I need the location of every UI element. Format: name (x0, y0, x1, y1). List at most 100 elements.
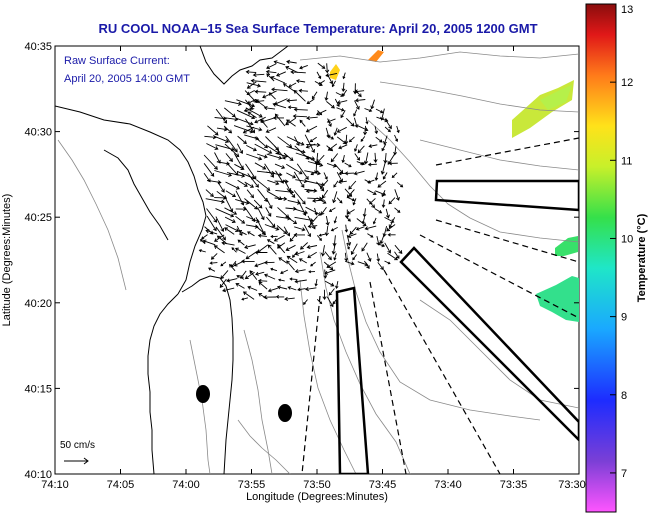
current-vector (236, 143, 244, 155)
current-vector-field (198, 59, 404, 308)
current-vector (314, 207, 318, 216)
scale-arrow (64, 457, 89, 465)
current-vector (376, 253, 381, 263)
current-vector (367, 189, 377, 196)
current-vector (214, 195, 227, 200)
current-vector (333, 253, 337, 261)
current-vector (344, 134, 349, 145)
current-vector (225, 181, 240, 190)
current-vector (267, 287, 278, 293)
y-tick-label: 40:10 (24, 469, 52, 481)
current-vector (381, 143, 387, 152)
current-vector (246, 144, 257, 152)
current-vector (242, 291, 255, 300)
current-vector (276, 285, 288, 290)
beam-south (335, 286, 370, 474)
current-vector (224, 227, 235, 235)
current-vector (306, 98, 315, 105)
current-vector (209, 261, 218, 265)
current-vector (275, 295, 285, 299)
current-vector (394, 134, 399, 142)
current-vector (305, 143, 316, 149)
radar-site-1 (196, 385, 210, 403)
current-vector (274, 145, 286, 160)
current-vector (240, 270, 247, 279)
current-vector (245, 69, 257, 75)
current-vector (303, 224, 312, 238)
current-vector (332, 297, 338, 305)
current-vector (225, 135, 238, 153)
current-vector (293, 190, 306, 205)
current-vector (333, 127, 338, 136)
current-vector (333, 216, 338, 224)
current-vector (350, 243, 358, 255)
current-vector (345, 117, 355, 127)
x-tick-label: 73:50 (303, 479, 331, 491)
current-vector (352, 254, 358, 261)
current-vector (217, 181, 225, 193)
current-vector (370, 99, 375, 110)
current-vector (326, 261, 337, 268)
current-vector (354, 98, 366, 103)
current-vector (244, 244, 256, 250)
current-vector (321, 189, 329, 199)
contour-11 (57, 139, 127, 291)
current-vector (324, 280, 335, 287)
current-vector (318, 233, 326, 237)
current-vector (299, 119, 306, 127)
current-vector (298, 258, 308, 264)
current-vector (376, 243, 386, 248)
current-vector (270, 76, 286, 84)
current-vector (384, 260, 391, 265)
current-vector (354, 89, 365, 94)
current-vector (381, 199, 386, 209)
current-vector (224, 207, 238, 215)
coast-staten-island (55, 105, 207, 295)
current-vector (353, 170, 365, 176)
current-vector (328, 207, 336, 212)
current-vector (344, 171, 355, 176)
current-vector (246, 189, 255, 199)
current-vector (386, 224, 396, 232)
current-vector (317, 62, 326, 69)
colorbar-tick-label: 11 (621, 155, 632, 167)
current-vector (366, 252, 372, 262)
current-vector (246, 90, 255, 96)
current-vector (273, 60, 286, 66)
current-vector (293, 232, 305, 237)
current-vector (247, 173, 259, 188)
radar-beams (301, 137, 579, 474)
current-vector (323, 261, 334, 271)
chart-title: RU COOL NOAA–15 Sea Surface Temperature:… (98, 21, 537, 36)
current-vector (346, 209, 355, 215)
current-vector (294, 251, 305, 256)
current-vector (286, 260, 295, 271)
current-vector (254, 136, 268, 149)
bathymetry-contours (57, 51, 579, 474)
current-vector (216, 161, 231, 166)
current-vector (286, 59, 297, 64)
current-vector (214, 116, 227, 121)
coast-bay-inner (103, 149, 169, 241)
current-vector (254, 162, 267, 170)
current-vector (356, 218, 367, 227)
plot-area: Raw Surface Current: April 20, 2005 14:0… (54, 45, 580, 475)
current-vector (247, 231, 255, 237)
current-vector (344, 224, 349, 233)
sst-patch-east-lower (536, 276, 579, 322)
current-vector (244, 271, 255, 280)
current-vector (316, 154, 325, 164)
current-vector (252, 72, 265, 77)
current-vector (265, 207, 272, 217)
sst-patch-top (368, 50, 384, 62)
current-vector (225, 224, 240, 232)
current-vector (336, 197, 343, 204)
current-vector (237, 179, 248, 187)
current-vector (354, 100, 360, 110)
current-vector (324, 225, 329, 237)
current-vector (384, 216, 395, 223)
current-vector (381, 190, 386, 198)
radar-site-2 (278, 404, 292, 422)
y-tick-label: 40:30 (24, 127, 52, 139)
current-vector (325, 63, 330, 74)
